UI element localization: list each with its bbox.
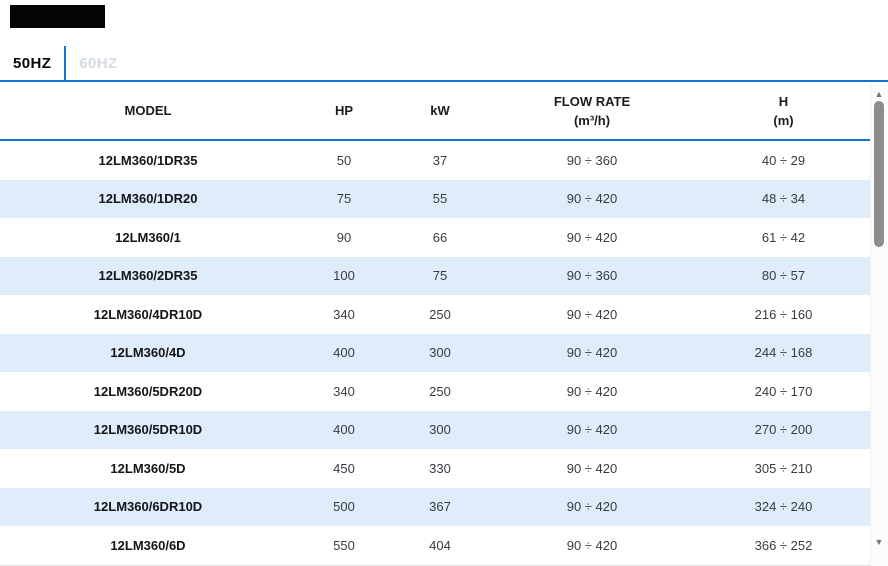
- table-row: 12LM360/5DR20D 340 250 90 ÷ 420 240 ÷ 170: [0, 372, 871, 411]
- table-row: 12LM360/4D 400 300 90 ÷ 420 244 ÷ 168: [0, 333, 871, 372]
- flow-cell: 90 ÷ 420: [566, 383, 618, 399]
- kw-cell: 367: [429, 499, 451, 515]
- hp-cell: 400: [333, 422, 355, 438]
- table-row: 12LM360/1DR35 50 37 90 ÷ 360 40 ÷ 29: [0, 141, 871, 180]
- kw-cell: 300: [429, 345, 451, 361]
- table-row: 12LM360/5D 450 330 90 ÷ 420 305 ÷ 210: [0, 449, 871, 488]
- kw-cell: 55: [432, 191, 448, 207]
- model-cell: 12LM360/4DR10D: [93, 306, 203, 322]
- table-body: 12LM360/1DR35 50 37 90 ÷ 360 40 ÷ 29 12LM360/…: [0, 141, 871, 566]
- flow-cell: 90 ÷ 420: [566, 422, 618, 438]
- model-cell: 12LM360/1DR20: [98, 191, 198, 207]
- h-cell: 366 ÷ 252: [754, 537, 813, 553]
- column-label: H: [778, 93, 789, 109]
- hp-cell: 550: [333, 537, 355, 553]
- hp-cell: 500: [333, 499, 355, 515]
- h-cell: 244 ÷ 168: [754, 345, 813, 361]
- flow-cell: 90 ÷ 420: [566, 537, 618, 553]
- tab-60hz[interactable]: 60HZ: [79, 54, 118, 72]
- kw-cell: 404: [429, 537, 451, 553]
- hp-cell: 75: [336, 191, 352, 207]
- kw-cell: 75: [432, 268, 448, 284]
- scroll-up-icon[interactable]: ▲: [874, 89, 884, 99]
- flow-cell: 90 ÷ 420: [566, 499, 618, 515]
- column-label: FLOW RATE: [553, 93, 631, 109]
- column-header-flow: FLOW RATE (m³/h): [488, 92, 696, 130]
- hp-cell: 50: [336, 152, 352, 168]
- hp-cell: 100: [333, 268, 355, 284]
- model-cell: 12LM360/1DR35: [98, 152, 198, 168]
- h-cell: 61 ÷ 42: [761, 229, 806, 245]
- hp-cell: 400: [333, 345, 355, 361]
- h-cell: 80 ÷ 57: [761, 268, 806, 284]
- h-cell: 270 ÷ 200: [754, 422, 813, 438]
- h-cell: 240 ÷ 170: [754, 383, 813, 399]
- table-row: 12LM360/2DR35 100 75 90 ÷ 360 80 ÷ 57: [0, 256, 871, 295]
- table-header: MODEL HP kW FLOW RATE (m³/h) H (m): [0, 82, 871, 141]
- model-cell: 12LM360/4D: [110, 345, 186, 361]
- kw-cell: 37: [432, 152, 448, 168]
- column-label: MODEL: [124, 103, 172, 118]
- kw-cell: 66: [432, 229, 448, 245]
- h-cell: 48 ÷ 34: [761, 191, 806, 207]
- flow-cell: 90 ÷ 420: [566, 345, 618, 361]
- model-cell: 12LM360/1: [115, 229, 181, 245]
- model-cell: 12LM360/6D: [110, 537, 186, 553]
- flow-cell: 90 ÷ 360: [566, 268, 618, 284]
- table-row: 12LM360/4DR10D 340 250 90 ÷ 420 216 ÷ 160: [0, 295, 871, 334]
- tab-separator: [64, 46, 67, 80]
- flow-cell: 90 ÷ 420: [566, 229, 618, 245]
- flow-cell: 90 ÷ 420: [566, 460, 618, 476]
- flow-cell: 90 ÷ 420: [566, 306, 618, 322]
- hp-cell: 450: [333, 460, 355, 476]
- h-cell: 216 ÷ 160: [754, 306, 813, 322]
- hp-cell: 340: [333, 383, 355, 399]
- model-cell: 12LM360/5DR10D: [93, 422, 203, 438]
- table-row: 12LM360/1 90 66 90 ÷ 420 61 ÷ 42: [0, 218, 871, 257]
- model-cell: 12LM360/6DR10D: [93, 499, 203, 515]
- scroll-down-icon[interactable]: ▼: [874, 537, 884, 547]
- column-label: kW: [430, 103, 450, 118]
- table-row: 12LM360/6D 550 404 90 ÷ 420 366 ÷ 252: [0, 526, 871, 565]
- model-cell: 12LM360/5DR20D: [93, 383, 203, 399]
- tab-50hz[interactable]: 50HZ: [13, 54, 52, 72]
- column-header-h: H (m): [696, 92, 871, 130]
- table-row: 12LM360/5DR10D 400 300 90 ÷ 420 270 ÷ 200: [0, 410, 871, 449]
- h-cell: 305 ÷ 210: [754, 460, 813, 476]
- kw-cell: 300: [429, 422, 451, 438]
- vertical-scrollbar[interactable]: ▲ ▼: [870, 84, 888, 566]
- kw-cell: 330: [429, 460, 451, 476]
- scrollbar-thumb[interactable]: [874, 101, 884, 247]
- h-cell: 324 ÷ 240: [754, 499, 813, 515]
- table-row: 12LM360/1DR20 75 55 90 ÷ 420 48 ÷ 34: [0, 179, 871, 218]
- kw-cell: 250: [429, 306, 451, 322]
- frequency-tabs: 50HZ 60HZ: [0, 46, 131, 80]
- top-black-bar: [10, 5, 105, 28]
- column-label: HP: [334, 103, 354, 118]
- h-cell: 40 ÷ 29: [761, 152, 806, 168]
- column-unit-label: (m): [773, 112, 794, 128]
- kw-cell: 250: [429, 383, 451, 399]
- model-cell: 12LM360/2DR35: [98, 268, 198, 284]
- flow-cell: 90 ÷ 360: [566, 152, 618, 168]
- column-unit-label: (m³/h): [573, 112, 611, 128]
- pump-spec-table: MODEL HP kW FLOW RATE (m³/h) H (m) 12LM360/1DR…: [0, 82, 871, 566]
- column-header-hp: HP: [296, 101, 392, 120]
- column-header-model: MODEL: [0, 101, 296, 120]
- column-header-kw: kW: [392, 101, 488, 120]
- tab-underline: [0, 80, 888, 82]
- model-cell: 12LM360/5D: [110, 460, 186, 476]
- hp-cell: 340: [333, 306, 355, 322]
- flow-cell: 90 ÷ 420: [566, 191, 618, 207]
- hp-cell: 90: [336, 229, 352, 245]
- table-row: 12LM360/6DR10D 500 367 90 ÷ 420 324 ÷ 240: [0, 487, 871, 526]
